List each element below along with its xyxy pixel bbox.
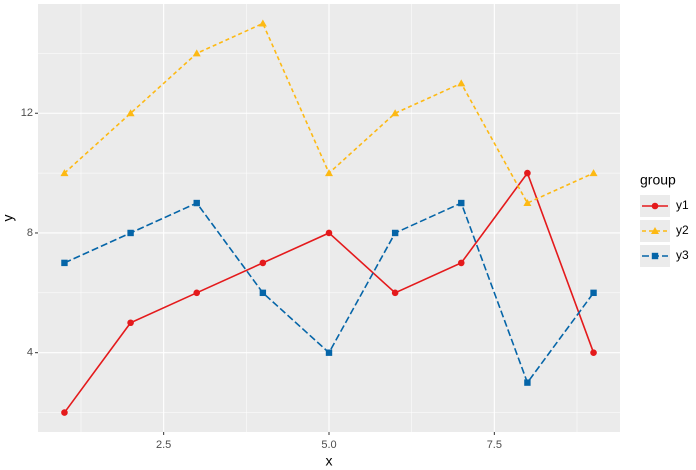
data-point: [590, 289, 597, 297]
data-point: [457, 79, 466, 87]
data-point: [391, 109, 400, 117]
legend-label: y1: [676, 198, 689, 212]
x-tick-label: 2.5: [156, 439, 171, 451]
y-tick-label: 8: [27, 227, 33, 239]
data-point: [524, 379, 531, 386]
data-point: [127, 319, 134, 327]
data-point: [325, 169, 333, 177]
data-point: [589, 169, 598, 177]
data-point: [192, 49, 201, 57]
y-tick-label: 4: [27, 347, 33, 359]
data-point: [524, 169, 531, 177]
data-point: [60, 169, 69, 177]
y-axis-label: y: [0, 215, 16, 222]
data-point: [193, 289, 201, 297]
data-point: [259, 259, 267, 267]
data-point: [325, 229, 333, 237]
data-point: [259, 289, 267, 297]
data-point: [193, 199, 200, 207]
data-point: [391, 229, 399, 237]
legend-marker: [651, 227, 659, 234]
legend-marker: [651, 202, 659, 210]
x-axis-label: x: [326, 453, 333, 469]
data-point: [391, 289, 399, 297]
data-point: [61, 259, 68, 267]
x-tick-label: 5.0: [321, 439, 336, 451]
data-point: [590, 349, 597, 356]
legend-marker: [651, 252, 659, 260]
data-point: [61, 409, 68, 416]
data-point: [258, 19, 267, 27]
data-point: [126, 109, 135, 117]
x-tick-label: 7.5: [487, 439, 502, 451]
data-point: [127, 229, 134, 237]
y-tick-label: 12: [21, 107, 33, 119]
legend-label: y2: [676, 223, 689, 237]
data-point: [523, 199, 532, 207]
data-point: [457, 259, 465, 267]
data-point: [325, 349, 333, 356]
legend-title: group: [640, 172, 676, 188]
data-point: [458, 199, 465, 207]
legend-label: y3: [676, 248, 689, 262]
